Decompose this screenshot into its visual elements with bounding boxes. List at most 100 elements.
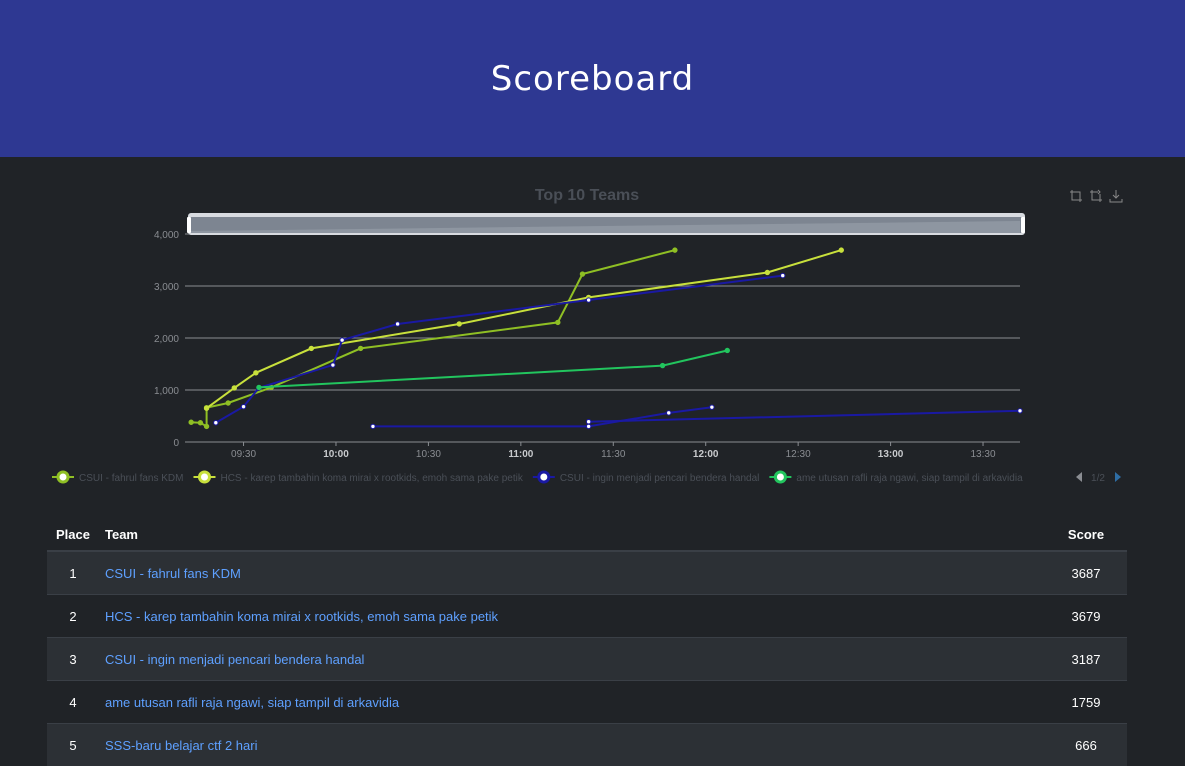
y-tick-label: 2,000 (154, 334, 179, 345)
x-tick-label: 13:30 (971, 449, 996, 460)
place-cell: 3 (47, 638, 99, 681)
chart-toolbox (1069, 189, 1123, 203)
y-tick-label: 0 (173, 438, 179, 449)
scoreboard-table: Place Team Score 1 CSUI - fahrul fans KD… (47, 518, 1127, 766)
series-line (259, 351, 727, 388)
x-tick-label: 11:30 (601, 449, 626, 460)
data-point (340, 338, 344, 342)
table-row: 3 CSUI - ingin menjadi pencari bendera h… (47, 638, 1127, 681)
series-line (216, 276, 783, 423)
place-cell: 5 (47, 724, 99, 766)
data-point (198, 421, 202, 425)
y-tick-label: 4,000 (154, 230, 179, 241)
data-point (667, 411, 671, 415)
place-header: Place (47, 518, 99, 551)
data-point (586, 424, 590, 428)
data-point (673, 248, 677, 252)
data-point (189, 420, 193, 424)
data-point (839, 248, 843, 252)
legend-label: CSUI - fahrul fans KDM (79, 473, 183, 484)
x-tick-label: 12:00 (693, 449, 719, 460)
chart-title: Top 10 Teams (535, 187, 639, 204)
header-banner: Scoreboard (0, 0, 1185, 157)
team-header: Team (99, 518, 1045, 551)
data-point (1018, 409, 1022, 413)
data-point (725, 348, 729, 352)
data-point (371, 424, 375, 428)
x-tick-label: 11:00 (508, 449, 533, 460)
legend-label: HCS - karep tambahin koma mirai x rootki… (220, 473, 523, 484)
data-point (254, 371, 258, 375)
series-5 (371, 405, 714, 429)
data-point (580, 272, 584, 276)
legend-item-4: ame utusan rafli raja ngawi, siap tampil… (769, 472, 1023, 484)
page-title: Scoreboard (491, 59, 694, 99)
team-link[interactable]: HCS - karep tambahin koma mirai x rootki… (105, 609, 498, 624)
series-4 (257, 348, 730, 389)
score-cell: 666 (1045, 724, 1127, 766)
legend-marker (58, 472, 68, 482)
legend-item-1: CSUI - fahrul fans KDM (52, 472, 183, 484)
data-point (710, 405, 714, 409)
legend-item-3: CSUI - ingin menjadi pencari bendera han… (533, 472, 760, 484)
y-tick-label: 1,000 (154, 386, 179, 397)
team-link[interactable]: ame utusan rafli raja ngawi, siap tampil… (105, 695, 399, 710)
data-point (781, 273, 785, 277)
place-cell: 1 (47, 551, 99, 595)
score-chart: Top 10 Teams 0 1,000 2,000 3,000 4,000 09:30 10… (0, 157, 1185, 497)
x-tick-label: 10:00 (323, 449, 349, 460)
data-point (257, 385, 261, 389)
x-tick-label: 12:30 (786, 449, 811, 460)
legend-page-indicator: 1/2 (1091, 473, 1105, 484)
zoom-icon[interactable] (1069, 189, 1083, 203)
data-point (556, 320, 560, 324)
score-cell: 1759 (1045, 681, 1127, 724)
legend-prev-icon[interactable] (1076, 472, 1082, 482)
team-link[interactable]: SSS-baru belajar ctf 2 hari (105, 738, 257, 753)
zoom-slider-handle-bar (189, 214, 1024, 217)
legend-label: ame utusan rafli raja ngawi, siap tampil… (796, 473, 1023, 484)
series-3 (214, 273, 785, 425)
score-cell: 3687 (1045, 551, 1127, 595)
legend-item-2: HCS - karep tambahin koma mirai x rootki… (193, 472, 523, 484)
data-point (660, 363, 664, 367)
x-tick-label: 09:30 (231, 449, 256, 460)
score-header: Score (1045, 518, 1127, 551)
score-cell: 3679 (1045, 595, 1127, 638)
y-tick-label: 3,000 (154, 282, 179, 293)
x-tick-label: 10:30 (416, 449, 441, 460)
zoom-left-handle (187, 217, 191, 233)
series-line (373, 407, 712, 426)
team-link[interactable]: CSUI - ingin menjadi pencari bendera han… (105, 652, 364, 667)
legend-marker (199, 472, 209, 482)
data-point (226, 401, 230, 405)
table-row: 5 SSS-baru belajar ctf 2 hari 666 (47, 724, 1127, 766)
place-cell: 4 (47, 681, 99, 724)
x-tick-label: 13:00 (878, 449, 904, 460)
data-point (232, 386, 236, 390)
data-point (204, 406, 208, 410)
zoom-right-handle (1021, 217, 1025, 233)
place-cell: 2 (47, 595, 99, 638)
table-row: 4 ame utusan rafli raja ngawi, siap tamp… (47, 681, 1127, 724)
data-point (214, 421, 218, 425)
team-link[interactable]: CSUI - fahrul fans KDM (105, 566, 241, 581)
table-row: 2 HCS - karep tambahin koma mirai x root… (47, 595, 1127, 638)
download-icon[interactable] (1109, 189, 1123, 203)
table-row: 1 CSUI - fahrul fans KDM 3687 (47, 551, 1127, 595)
legend-marker (775, 472, 785, 482)
legend-next-icon[interactable] (1115, 472, 1121, 482)
data-point (586, 420, 590, 424)
data-point (331, 363, 335, 367)
data-point (358, 346, 362, 350)
data-point (241, 404, 245, 408)
data-point (586, 298, 590, 302)
data-point (765, 270, 769, 274)
legend-label: CSUI - ingin menjadi pencari bendera han… (560, 473, 760, 484)
data-point (309, 346, 313, 350)
zoom-reset-icon[interactable] (1089, 189, 1103, 203)
score-cell: 3187 (1045, 638, 1127, 681)
data-point (395, 322, 399, 326)
legend-marker (539, 472, 549, 482)
data-point (457, 322, 461, 326)
